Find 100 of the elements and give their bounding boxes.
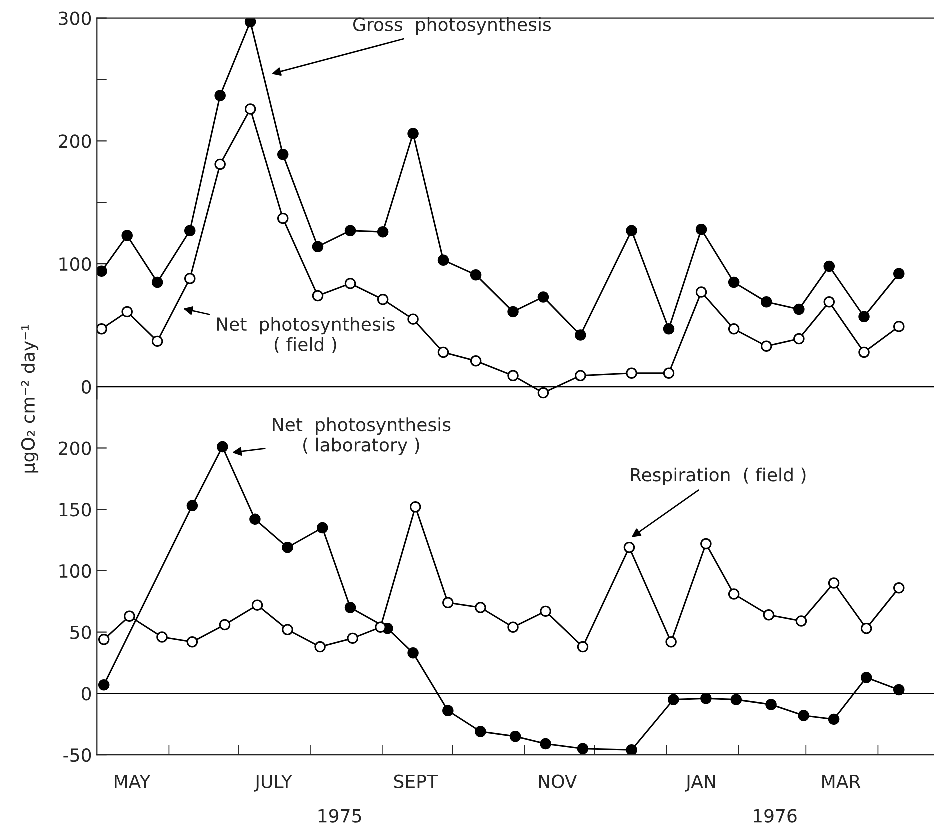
point — [700, 692, 712, 704]
y-tick-label: 200 — [59, 134, 92, 148]
annotation: Net photosynthesis ( laboratory ) — [273, 418, 451, 456]
point — [186, 636, 198, 648]
point — [317, 522, 328, 534]
point — [152, 336, 164, 348]
point — [824, 260, 836, 272]
point — [763, 610, 775, 621]
annotation: Net photosynthesis ( field ) — [217, 317, 395, 354]
point — [214, 90, 226, 102]
point — [184, 225, 196, 236]
point — [98, 679, 110, 691]
point — [475, 726, 486, 738]
point — [277, 212, 289, 224]
point — [798, 710, 810, 722]
point — [624, 542, 636, 554]
point — [408, 648, 419, 659]
point — [894, 582, 905, 594]
y-tick-label: 50 — [70, 626, 92, 640]
point — [575, 370, 586, 382]
point — [408, 128, 419, 140]
x-tick-label: MAR — [822, 775, 861, 788]
point — [666, 636, 677, 648]
point — [894, 684, 905, 696]
point — [575, 330, 586, 341]
point — [540, 738, 552, 750]
y-tick-label: 100 — [60, 258, 92, 272]
point — [540, 606, 552, 618]
point — [438, 254, 450, 266]
annotation: Gross photosynthesis — [354, 17, 552, 35]
point — [510, 731, 522, 742]
point — [214, 158, 226, 170]
point — [577, 743, 589, 755]
point — [156, 632, 168, 643]
point — [475, 602, 486, 614]
point — [508, 306, 519, 318]
y-tick-label: 0 — [82, 380, 92, 394]
point — [282, 542, 294, 554]
point — [696, 286, 708, 298]
point — [408, 314, 419, 325]
point — [97, 266, 108, 278]
point — [344, 225, 356, 236]
point — [312, 290, 324, 302]
y-tick-label: 0 — [82, 687, 92, 701]
point — [858, 311, 870, 322]
point — [696, 224, 708, 236]
point — [663, 368, 675, 380]
point — [252, 600, 264, 611]
point — [122, 230, 133, 242]
point — [794, 304, 805, 316]
y-axis-title: μgO₂ cm⁻² day⁻¹ — [21, 325, 39, 473]
y-tick-label: 100 — [60, 564, 92, 578]
point — [508, 370, 519, 382]
point — [626, 225, 638, 236]
point — [728, 588, 740, 600]
point — [577, 641, 589, 653]
point — [824, 296, 836, 308]
text: 1975 — [318, 809, 362, 823]
point — [124, 610, 136, 622]
point — [219, 619, 231, 631]
x-tick-label: JAN — [685, 775, 716, 792]
point — [442, 705, 454, 716]
point — [244, 18, 256, 28]
point — [244, 104, 256, 115]
point — [668, 694, 680, 706]
point — [894, 268, 905, 280]
point — [184, 273, 196, 284]
x-tick-label: SEPT — [394, 774, 438, 788]
point — [186, 500, 198, 512]
point — [344, 602, 356, 614]
point — [766, 699, 777, 710]
point — [761, 296, 772, 308]
point — [730, 694, 742, 706]
point — [410, 502, 422, 513]
point — [828, 714, 840, 726]
point — [508, 622, 519, 634]
point — [728, 276, 740, 288]
point — [858, 346, 870, 358]
point — [538, 292, 550, 303]
y-tick-label: 200 — [59, 442, 92, 456]
x-tick-label: NOV — [539, 774, 578, 788]
point — [97, 324, 108, 335]
point — [626, 744, 638, 756]
point — [828, 578, 840, 589]
point — [377, 294, 389, 306]
point — [796, 616, 808, 627]
point — [538, 387, 550, 399]
point — [438, 346, 450, 358]
point — [794, 333, 805, 345]
point — [470, 269, 482, 281]
point — [728, 324, 740, 335]
point — [442, 597, 454, 608]
y-tick-label: -50 — [64, 748, 92, 762]
point — [860, 672, 872, 684]
x-tick-label: JULY — [254, 775, 292, 792]
point — [314, 641, 326, 653]
point — [98, 634, 110, 646]
y-tick-label: 300 — [59, 12, 92, 26]
x-tick-label: MAY — [115, 775, 151, 788]
point — [277, 149, 289, 160]
